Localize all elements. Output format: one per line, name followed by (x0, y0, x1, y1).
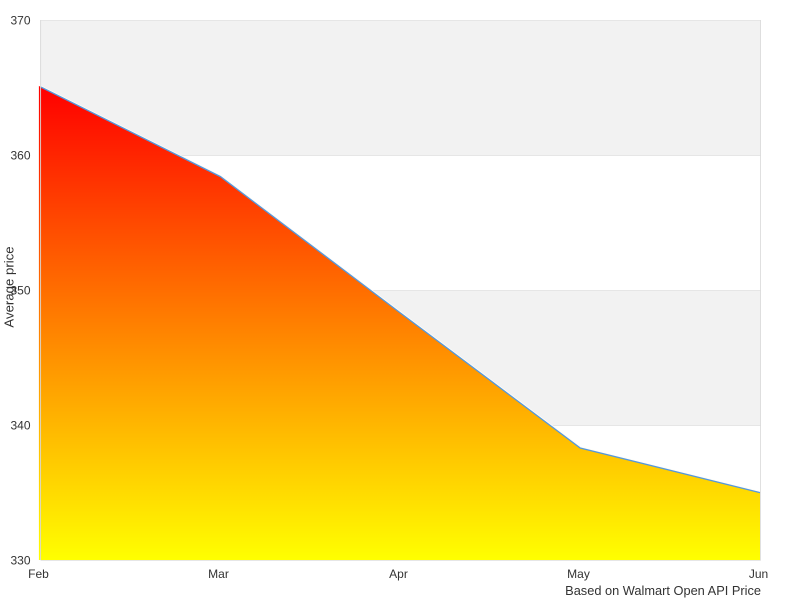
svg-text:Average price: Average price (2, 246, 17, 327)
svg-text:Jun: Jun (749, 567, 768, 581)
svg-text:360: 360 (10, 149, 30, 163)
svg-text:Mar: Mar (208, 567, 229, 581)
svg-text:Apr: Apr (389, 567, 408, 581)
svg-text:370: 370 (10, 14, 30, 28)
svg-text:350: 350 (10, 284, 30, 298)
svg-text:330: 330 (10, 554, 30, 568)
svg-text:Based on Walmart Open API Pric: Based on Walmart Open API Price (565, 583, 761, 598)
svg-text:May: May (567, 567, 590, 581)
svg-text:Feb: Feb (28, 567, 49, 581)
svg-text:340: 340 (10, 419, 30, 433)
